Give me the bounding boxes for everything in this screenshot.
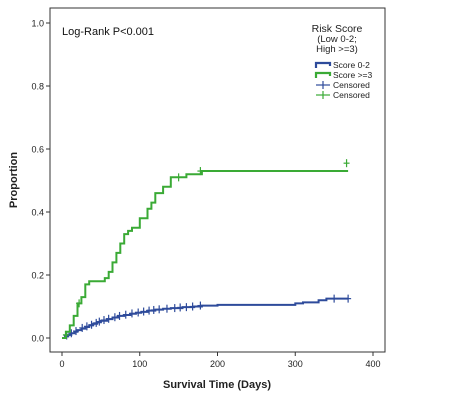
legend-entry: Score 0-2 bbox=[314, 60, 370, 70]
series-line-score-0-2 bbox=[62, 297, 349, 339]
legend-title-line: Risk Score bbox=[312, 23, 363, 35]
censor-mark-score-0-2 bbox=[183, 303, 190, 312]
legend-entry: Score >=3 bbox=[314, 70, 372, 80]
censor-mark-score-0-2 bbox=[88, 320, 95, 329]
censor-mark-score-0-2 bbox=[163, 304, 170, 313]
legend-label: Censored bbox=[333, 80, 370, 90]
censor-mark-score-0-2 bbox=[135, 308, 142, 317]
censor-mark-score-0-2 bbox=[93, 318, 100, 327]
x-tick-label: 100 bbox=[132, 359, 147, 369]
censor-mark-score-0-2 bbox=[189, 302, 196, 311]
x-tick-label: 200 bbox=[210, 359, 225, 369]
legend-entry: Censored bbox=[316, 90, 370, 100]
y-axis: 0.0 0.2 0.4 0.6 0.8 1.0 bbox=[31, 19, 50, 344]
legend-label: Score >=3 bbox=[333, 70, 372, 80]
censor-mark-score-0-2 bbox=[331, 294, 338, 303]
y-tick-label: 0.8 bbox=[31, 82, 44, 92]
censor-mark-score-3 bbox=[343, 159, 350, 168]
censor-mark-score-0-2 bbox=[83, 322, 90, 331]
x-axis-label: Survival Time (Days) bbox=[163, 379, 271, 391]
censor-mark-score-0-2 bbox=[171, 304, 178, 313]
censor-mark-score-0-2 bbox=[79, 323, 86, 332]
censor-mark-score-0-2 bbox=[156, 305, 163, 314]
censor-mark-score-0-2 bbox=[100, 316, 107, 325]
censor-mark-score-0-2 bbox=[96, 317, 103, 326]
censor-mark-score-0-2 bbox=[345, 294, 352, 303]
censor-mark-score-0-2 bbox=[72, 327, 79, 336]
x-tick-label: 0 bbox=[59, 359, 64, 369]
log-rank-annotation: Log-Rank P<0.001 bbox=[62, 26, 154, 38]
censor-mark-score-3 bbox=[76, 299, 83, 308]
censor-mark-score-0-2 bbox=[128, 309, 135, 318]
y-axis-label: Proportion bbox=[8, 152, 20, 208]
y-tick-label: 0.0 bbox=[31, 334, 44, 344]
censor-mark-score-0-2 bbox=[116, 311, 123, 320]
censor-mark-score-3 bbox=[175, 173, 182, 182]
censor-mark-score-0-2 bbox=[140, 307, 147, 316]
legend-title-line: (Low 0-2; bbox=[317, 34, 357, 45]
legend: Risk Score(Low 0-2;High >=3) Score 0-2Sco… bbox=[312, 23, 373, 100]
series-line-score-3 bbox=[62, 170, 349, 339]
legend-entry: Censored bbox=[316, 80, 370, 90]
censor-mark-score-0-2 bbox=[150, 305, 157, 314]
censor-mark-score-0-2 bbox=[122, 310, 129, 319]
censor-mark-score-3 bbox=[197, 167, 204, 176]
y-tick-label: 0.2 bbox=[31, 271, 44, 281]
x-tick-label: 400 bbox=[365, 359, 380, 369]
censor-mark-score-3 bbox=[62, 330, 69, 339]
y-tick-label: 0.6 bbox=[31, 145, 44, 155]
x-axis: 0 100 200 300 400 bbox=[59, 352, 381, 369]
legend-label: Score 0-2 bbox=[333, 60, 370, 70]
legend-line-swatch bbox=[314, 61, 332, 68]
legend-label: Censored bbox=[333, 90, 370, 100]
censor-mark-score-0-2 bbox=[111, 313, 118, 322]
censor-mark-score-0-2 bbox=[68, 329, 75, 338]
series-layer bbox=[62, 159, 352, 340]
censor-mark-score-0-2 bbox=[197, 301, 204, 310]
legend-line-swatch bbox=[314, 71, 332, 78]
y-tick-label: 1.0 bbox=[31, 19, 44, 29]
legend-title-line: High >=3) bbox=[316, 44, 358, 55]
x-tick-label: 300 bbox=[288, 359, 303, 369]
y-tick-label: 0.4 bbox=[31, 208, 44, 218]
censor-mark-score-0-2 bbox=[105, 314, 112, 323]
censor-mark-score-0-2 bbox=[146, 306, 153, 315]
censor-mark-score-0-2 bbox=[177, 303, 184, 312]
